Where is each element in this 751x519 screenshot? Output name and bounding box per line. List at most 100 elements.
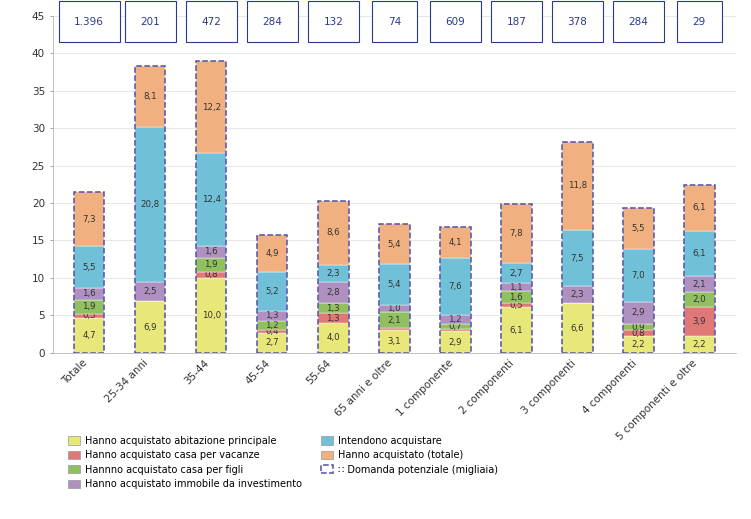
Text: 7,0: 7,0 — [632, 271, 645, 280]
Bar — [684, 185, 715, 231]
Bar — [318, 282, 348, 304]
Text: 1,9: 1,9 — [83, 302, 96, 311]
Bar — [196, 153, 227, 245]
Bar — [623, 208, 653, 353]
Text: 1,6: 1,6 — [509, 293, 523, 302]
Bar — [318, 265, 348, 282]
Text: 609: 609 — [445, 17, 465, 26]
Text: 0,4: 0,4 — [265, 326, 279, 336]
Text: 4,0: 4,0 — [327, 333, 340, 343]
Bar — [257, 333, 288, 353]
Text: 7,3: 7,3 — [83, 214, 96, 224]
Text: 1,3: 1,3 — [265, 311, 279, 320]
Text: 2,7: 2,7 — [265, 338, 279, 347]
Bar — [196, 61, 227, 353]
Text: 378: 378 — [568, 17, 587, 26]
Text: 0,8: 0,8 — [632, 329, 645, 338]
Bar — [74, 192, 104, 247]
Text: 5,4: 5,4 — [388, 240, 401, 249]
Text: 6,1: 6,1 — [692, 203, 706, 212]
Text: 201: 201 — [140, 17, 160, 26]
Text: 6,1: 6,1 — [509, 325, 523, 335]
Bar — [623, 324, 653, 331]
Text: 2,9: 2,9 — [632, 308, 645, 317]
Text: 1,9: 1,9 — [204, 261, 218, 269]
Bar — [318, 323, 348, 353]
Bar — [74, 192, 104, 353]
Bar — [684, 292, 715, 307]
Bar — [74, 288, 104, 299]
Text: 20,8: 20,8 — [140, 200, 160, 209]
Bar — [562, 286, 593, 304]
Bar — [379, 328, 409, 330]
Bar — [379, 312, 409, 328]
Bar — [74, 247, 104, 288]
Bar — [135, 301, 165, 353]
Bar — [257, 235, 288, 353]
Text: 0,7: 0,7 — [448, 322, 462, 331]
Bar — [684, 185, 715, 353]
Legend: Hanno acquistato abitazione principale, Hanno acquistato casa per vacanze, Hannn: Hanno acquistato abitazione principale, … — [65, 432, 502, 493]
Bar — [562, 142, 593, 353]
Bar — [135, 282, 165, 301]
Bar — [440, 315, 471, 324]
Bar — [135, 66, 165, 127]
Bar — [74, 314, 104, 318]
Bar — [623, 250, 653, 302]
Bar — [501, 204, 532, 353]
Bar — [135, 66, 165, 353]
Text: 6,9: 6,9 — [143, 322, 157, 332]
Text: 74: 74 — [388, 17, 401, 26]
Text: 284: 284 — [629, 17, 648, 26]
Text: 1,6: 1,6 — [83, 289, 96, 298]
Bar — [623, 302, 653, 324]
Text: 2,2: 2,2 — [692, 340, 706, 349]
Text: 7,8: 7,8 — [509, 229, 523, 238]
Text: 12,4: 12,4 — [202, 195, 221, 204]
Bar — [257, 235, 288, 272]
Text: 1.396: 1.396 — [74, 17, 104, 26]
Bar — [623, 208, 653, 250]
Text: 0,5: 0,5 — [509, 301, 523, 310]
Text: 0,5: 0,5 — [83, 311, 96, 320]
Text: 1,3: 1,3 — [327, 304, 340, 313]
Bar — [501, 292, 532, 304]
Bar — [257, 321, 288, 330]
Bar — [684, 336, 715, 353]
Bar — [684, 307, 715, 336]
Bar — [684, 277, 715, 292]
Bar — [379, 224, 409, 353]
Bar — [684, 231, 715, 277]
Bar — [318, 304, 348, 313]
Text: 7,5: 7,5 — [571, 254, 584, 263]
Text: 1,3: 1,3 — [327, 313, 340, 323]
Bar — [562, 142, 593, 230]
Text: 2,1: 2,1 — [388, 316, 401, 325]
Bar — [501, 204, 532, 263]
Text: 0,9: 0,9 — [632, 322, 645, 332]
Text: 2,7: 2,7 — [509, 268, 523, 278]
Bar — [623, 336, 653, 353]
Bar — [196, 272, 227, 278]
Text: 1,2: 1,2 — [265, 321, 279, 330]
Text: 5,2: 5,2 — [265, 287, 279, 296]
Text: 6,6: 6,6 — [571, 324, 584, 333]
Bar — [501, 283, 532, 292]
Text: 7,6: 7,6 — [448, 282, 462, 291]
Bar — [135, 127, 165, 282]
Bar — [74, 318, 104, 353]
Text: 3,1: 3,1 — [388, 337, 401, 346]
Bar — [562, 230, 593, 286]
Text: 132: 132 — [324, 17, 343, 26]
Text: 3,9: 3,9 — [692, 317, 706, 326]
Bar — [257, 272, 288, 311]
Bar — [379, 305, 409, 312]
Text: 0,8: 0,8 — [204, 270, 218, 279]
Text: 2,3: 2,3 — [571, 290, 584, 299]
Text: 8,1: 8,1 — [143, 92, 157, 101]
Bar — [440, 331, 471, 353]
Text: 6,1: 6,1 — [692, 249, 706, 258]
Text: 187: 187 — [506, 17, 526, 26]
Bar — [196, 258, 227, 272]
Bar — [501, 304, 532, 307]
